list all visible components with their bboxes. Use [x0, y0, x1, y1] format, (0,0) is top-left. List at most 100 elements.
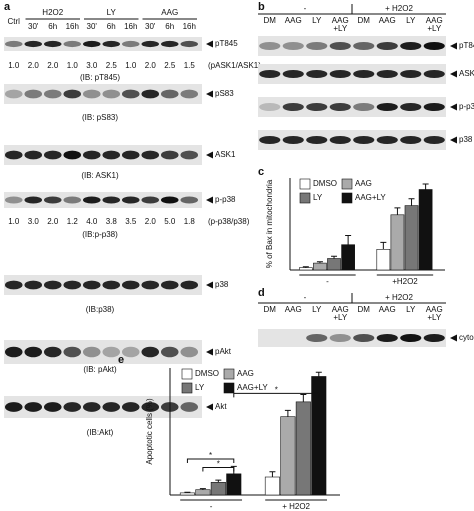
- label: AAG: [355, 179, 372, 188]
- arrow: [206, 281, 213, 289]
- band: [141, 280, 160, 290]
- label: ASK1: [215, 150, 236, 159]
- label: AAG: [285, 305, 302, 314]
- label: cyto c: [459, 333, 474, 342]
- error-bar: [315, 371, 322, 377]
- label: DM: [358, 16, 371, 25]
- band: [63, 40, 82, 48]
- band: [160, 40, 179, 48]
- label: *: [275, 386, 278, 395]
- band: [329, 103, 351, 111]
- arrow: [450, 334, 457, 342]
- band: [180, 89, 199, 99]
- label: (IB:p-p38): [82, 230, 118, 239]
- error-bar: [345, 235, 352, 245]
- band: [376, 70, 398, 78]
- band: [400, 334, 422, 342]
- band: [43, 196, 62, 204]
- legend-swatch: [181, 368, 193, 380]
- label: (IB: pS83): [82, 113, 118, 122]
- band: [43, 89, 62, 99]
- label: (pASK1/ASK1): [208, 61, 261, 70]
- band: [180, 40, 199, 48]
- label: 1.0: [8, 61, 20, 70]
- band: [82, 402, 101, 412]
- label: (IB: pT845): [80, 73, 120, 82]
- bracket: [202, 466, 235, 472]
- bar: [376, 249, 391, 271]
- bar: [280, 416, 296, 496]
- label: 16h: [124, 22, 137, 31]
- label: AAG: [161, 8, 178, 17]
- arrow: [206, 151, 213, 159]
- band: [180, 196, 199, 204]
- band: [306, 70, 328, 78]
- error-bar: [380, 241, 387, 250]
- band: [282, 42, 304, 50]
- bar: [179, 492, 195, 496]
- band: [282, 136, 304, 144]
- bar: [264, 476, 280, 496]
- label: +LY: [333, 313, 348, 322]
- error-bar: [422, 183, 429, 190]
- band: [376, 103, 398, 111]
- label: DM: [264, 305, 277, 314]
- band: [306, 42, 328, 50]
- label: 4.0: [86, 217, 98, 226]
- band: [282, 70, 304, 78]
- band: [4, 196, 23, 204]
- error-bar: [284, 409, 291, 417]
- arrow: [206, 90, 213, 98]
- bar: [210, 481, 226, 496]
- band: [102, 346, 121, 358]
- band: [43, 40, 62, 48]
- label: AAG: [332, 305, 349, 314]
- label: 2.5: [164, 61, 176, 70]
- band: [82, 280, 101, 290]
- blot: [4, 84, 202, 104]
- band: [102, 280, 121, 290]
- band: [24, 40, 43, 48]
- band: [353, 334, 375, 342]
- error-bar: [269, 471, 276, 478]
- label: DMSO: [195, 369, 219, 378]
- band: [353, 70, 375, 78]
- legend-swatch: [299, 178, 311, 190]
- band: [121, 196, 140, 204]
- band: [102, 402, 121, 412]
- label: 2.0: [47, 217, 59, 226]
- label: LY: [312, 305, 322, 314]
- label: 1.5: [184, 61, 196, 70]
- label: H2O2: [42, 8, 63, 17]
- band: [259, 136, 281, 144]
- band: [180, 346, 199, 358]
- band: [329, 70, 351, 78]
- label: 1.0: [8, 217, 20, 226]
- band: [259, 103, 281, 111]
- label: LY: [195, 383, 205, 392]
- label: +LY: [333, 24, 348, 33]
- band: [4, 40, 23, 48]
- band: [400, 136, 422, 144]
- label: 1.8: [184, 217, 196, 226]
- legend-swatch: [181, 382, 193, 394]
- label: 16h: [66, 22, 79, 31]
- error-bar: [300, 393, 307, 402]
- label: 3.0: [86, 61, 98, 70]
- label: AAG: [426, 305, 443, 314]
- label: LY: [406, 305, 416, 314]
- label: p-p38: [215, 195, 236, 204]
- label: Akt: [215, 402, 227, 411]
- band: [121, 150, 140, 160]
- label: AAG: [426, 16, 443, 25]
- band: [180, 280, 199, 290]
- band: [160, 280, 179, 290]
- blot: [258, 64, 446, 84]
- label: (IB:p38): [86, 305, 115, 314]
- band: [63, 196, 82, 204]
- label: 3.0: [28, 217, 40, 226]
- band: [353, 103, 375, 111]
- band: [24, 150, 43, 160]
- band: [102, 196, 121, 204]
- label: -: [304, 4, 307, 13]
